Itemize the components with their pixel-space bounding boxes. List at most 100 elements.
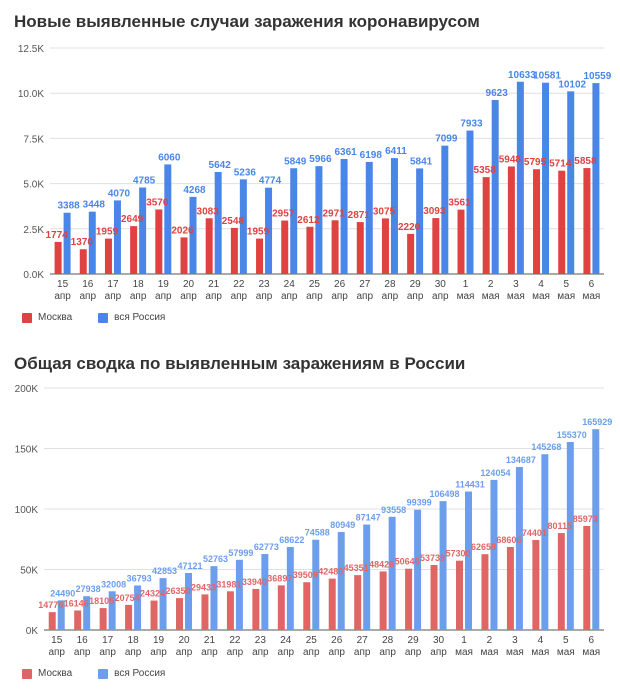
bar-moscow [277,585,285,630]
data-label-moscow: 3093 [423,206,446,217]
data-label-moscow: 2957 [272,209,295,220]
bar-moscow [328,578,336,630]
data-label-russia: 57999 [228,548,253,558]
legend-item-russia: вся Россия [98,312,165,323]
data-label-moscow: 2649 [121,214,144,225]
data-label-russia: 47121 [177,561,202,571]
bar-moscow [79,249,87,274]
y-tick-label: 50K [20,566,38,577]
bar-russia [592,429,600,630]
x-tick-label: апр [382,291,399,302]
data-label-russia: 87147 [356,513,381,523]
bar-russia [466,130,474,274]
x-tick-label: апр [328,647,345,658]
data-label-russia: 68622 [279,535,304,545]
data-label-moscow: 24324 [140,589,165,599]
bar-moscow [407,233,415,274]
data-label-moscow: 80115 [548,521,573,531]
data-label-russia: 3448 [83,200,106,211]
data-label-moscow: 74401 [522,528,547,538]
data-label-moscow: 5714 [549,159,572,170]
bar-russia [108,591,116,630]
x-tick-label: мая [455,647,473,658]
x-tick-label: мая [457,291,475,302]
bar-russia [388,516,396,630]
bar-russia [83,596,91,630]
x-tick-label: 4 [538,279,544,290]
data-label-moscow: 2026 [171,225,194,236]
x-tick-label: 2 [487,635,493,646]
bar-russia [515,467,523,630]
bar-russia [159,578,167,630]
data-label-russia: 3388 [57,201,80,212]
x-tick-label: апр [256,291,273,302]
y-tick-label: 100K [15,505,39,516]
bar-russia [286,546,294,630]
x-tick-label: 15 [57,279,69,290]
bar-moscow [281,220,289,274]
data-label-russia: 74588 [305,528,330,538]
x-tick-label: 24 [284,279,296,290]
x-tick-label: 21 [208,279,220,290]
bar-russia [414,509,422,630]
data-label-moscow: 1370 [71,237,94,248]
bar-russia [390,158,398,274]
bar-moscow [506,546,514,630]
bar-russia [312,539,320,630]
bar-russia [541,454,549,630]
data-label-moscow: 16146 [64,598,89,608]
x-tick-label: 19 [158,279,170,290]
data-label-moscow: 31981 [216,579,241,589]
data-label-russia: 7933 [460,119,483,130]
data-label-russia: 134687 [506,455,536,465]
data-label-moscow: 5795 [524,157,547,168]
x-tick-label: 19 [153,635,165,646]
bar-russia [88,211,96,274]
data-label-russia: 10102 [558,79,586,90]
data-label-moscow: 33940 [242,577,267,587]
data-label-moscow: 3083 [197,206,220,217]
data-label-russia: 99399 [407,498,432,508]
bar-moscow [558,170,566,274]
y-tick-label: 200K [15,384,39,395]
legend-item-moscow: Москва [22,312,72,323]
x-tick-label: 28 [384,279,396,290]
x-tick-label: 2 [488,279,494,290]
bar-moscow [180,237,188,274]
data-label-moscow: 3075 [373,206,396,217]
data-label-moscow: 45351 [344,563,369,573]
x-tick-label: апр [331,291,348,302]
chart-total-cases-plot: 0K50K100K150K200K147762449015апр16146279… [15,384,613,658]
bar-moscow [356,222,364,274]
data-label-moscow: 57300 [445,549,470,559]
bar-russia [592,83,600,274]
legend-label-moscow: Москва [38,312,73,323]
bar-moscow [205,218,213,274]
bar-moscow [583,525,591,630]
legend-swatch-moscow [22,668,32,679]
data-label-moscow: 18105 [89,596,114,606]
bar-russia [516,81,524,274]
x-tick-label: 16 [77,635,89,646]
data-label-moscow: 68606 [496,535,521,545]
y-tick-label: 5.0K [23,180,44,191]
x-tick-label: 29 [408,635,420,646]
x-tick-label: апр [430,647,447,658]
bar-russia [57,600,65,630]
data-label-moscow: 3561 [448,198,471,209]
data-label-russia: 24490 [50,588,75,598]
x-tick-label: мая [531,647,549,658]
data-label-russia: 9623 [486,88,509,99]
x-tick-label: мая [582,647,600,658]
data-label-moscow: 85973 [573,514,598,524]
x-tick-label: апр [278,647,295,658]
bar-russia [261,554,269,630]
data-label-russia: 5966 [309,154,332,165]
x-tick-label: 27 [359,279,371,290]
bar-moscow [150,600,158,630]
x-tick-label: 17 [102,635,114,646]
bar-moscow [557,533,565,630]
x-tick-label: 15 [51,635,63,646]
data-label-moscow: 5358 [474,165,497,176]
data-label-moscow: 2612 [297,215,320,226]
